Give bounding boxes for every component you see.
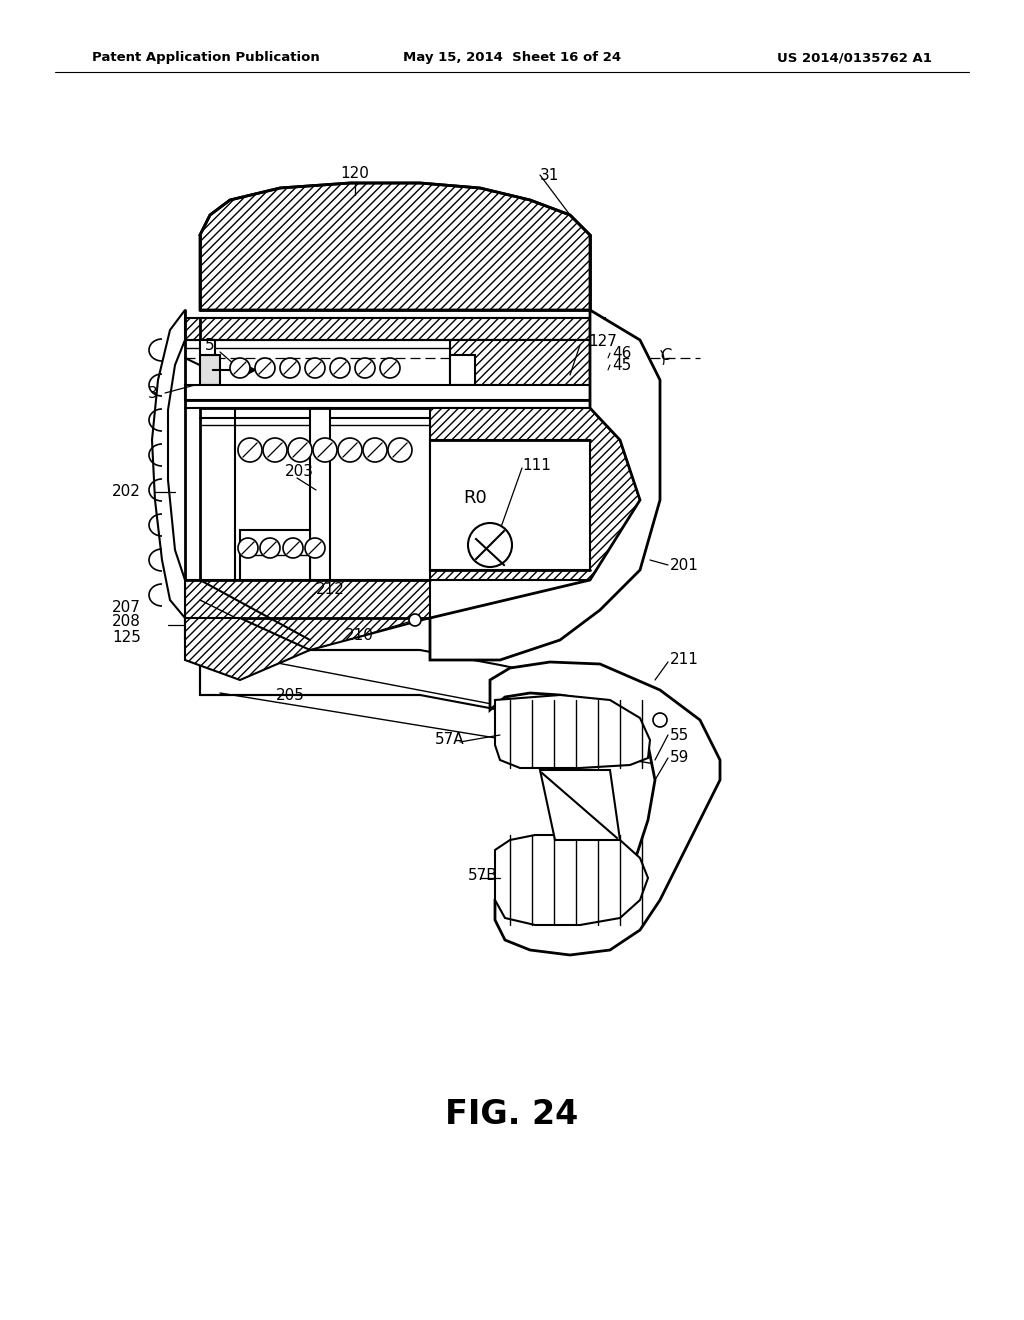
Text: 57B: 57B bbox=[468, 867, 498, 883]
Text: 201: 201 bbox=[670, 557, 698, 573]
Polygon shape bbox=[495, 696, 650, 768]
Polygon shape bbox=[185, 579, 430, 660]
Circle shape bbox=[263, 438, 287, 462]
Circle shape bbox=[380, 358, 400, 378]
Circle shape bbox=[330, 358, 350, 378]
Circle shape bbox=[255, 358, 275, 378]
Text: 111: 111 bbox=[522, 458, 551, 473]
Polygon shape bbox=[490, 663, 720, 954]
Polygon shape bbox=[200, 649, 700, 770]
Text: 202: 202 bbox=[112, 484, 141, 499]
Circle shape bbox=[280, 358, 300, 378]
Circle shape bbox=[305, 358, 325, 378]
Text: 203: 203 bbox=[285, 465, 314, 479]
Polygon shape bbox=[310, 408, 330, 640]
Text: 125: 125 bbox=[112, 631, 141, 645]
Text: 212: 212 bbox=[316, 582, 345, 598]
Circle shape bbox=[305, 539, 325, 558]
Polygon shape bbox=[200, 341, 215, 355]
Polygon shape bbox=[495, 836, 648, 925]
Text: 205: 205 bbox=[275, 688, 304, 702]
Polygon shape bbox=[540, 770, 620, 840]
Polygon shape bbox=[450, 341, 590, 385]
Polygon shape bbox=[200, 183, 590, 310]
Polygon shape bbox=[450, 355, 475, 385]
Circle shape bbox=[355, 358, 375, 378]
Circle shape bbox=[338, 438, 362, 462]
Text: 5: 5 bbox=[205, 338, 215, 352]
Text: FIG. 24: FIG. 24 bbox=[445, 1098, 579, 1131]
Text: 210: 210 bbox=[345, 627, 374, 643]
Circle shape bbox=[238, 539, 258, 558]
Text: 31: 31 bbox=[540, 168, 559, 182]
Circle shape bbox=[409, 614, 421, 626]
Text: 208: 208 bbox=[112, 615, 141, 630]
Text: 46: 46 bbox=[612, 346, 632, 360]
Polygon shape bbox=[430, 310, 660, 660]
Polygon shape bbox=[240, 531, 310, 620]
Text: 120: 120 bbox=[341, 165, 370, 181]
Polygon shape bbox=[430, 440, 590, 570]
Circle shape bbox=[283, 539, 303, 558]
Text: 59: 59 bbox=[670, 751, 689, 766]
Text: 57A: 57A bbox=[435, 733, 465, 747]
Circle shape bbox=[288, 438, 312, 462]
Text: R0: R0 bbox=[463, 488, 486, 507]
Polygon shape bbox=[185, 385, 605, 400]
Text: 3: 3 bbox=[148, 385, 158, 400]
Circle shape bbox=[653, 713, 667, 727]
Polygon shape bbox=[430, 408, 640, 579]
Text: 211: 211 bbox=[670, 652, 698, 668]
Text: 45: 45 bbox=[612, 358, 631, 372]
Text: 207: 207 bbox=[112, 601, 141, 615]
Polygon shape bbox=[185, 618, 310, 680]
Circle shape bbox=[238, 438, 262, 462]
Circle shape bbox=[230, 358, 250, 378]
Text: C: C bbox=[660, 348, 671, 363]
Polygon shape bbox=[152, 310, 185, 618]
Text: 55: 55 bbox=[670, 727, 689, 742]
Circle shape bbox=[388, 438, 412, 462]
Polygon shape bbox=[200, 355, 220, 385]
Circle shape bbox=[468, 523, 512, 568]
Polygon shape bbox=[265, 615, 285, 640]
Text: Patent Application Publication: Patent Application Publication bbox=[92, 51, 319, 65]
Text: May 15, 2014  Sheet 16 of 24: May 15, 2014 Sheet 16 of 24 bbox=[402, 51, 622, 65]
Text: US 2014/0135762 A1: US 2014/0135762 A1 bbox=[777, 51, 932, 65]
Polygon shape bbox=[185, 318, 605, 341]
Circle shape bbox=[313, 438, 337, 462]
Circle shape bbox=[260, 539, 280, 558]
Circle shape bbox=[362, 438, 387, 462]
Text: 127: 127 bbox=[588, 334, 616, 350]
